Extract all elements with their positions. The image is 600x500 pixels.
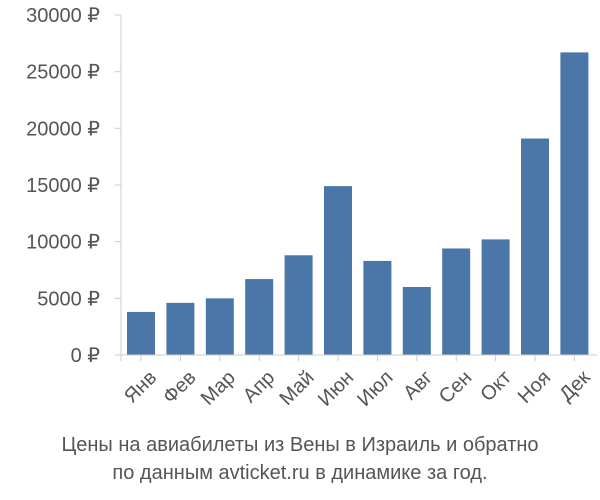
y-tick-label: 5000 ₽ [37, 288, 100, 310]
y-tick-label: 0 ₽ [71, 345, 101, 367]
y-tick-label: 30000 ₽ [26, 5, 100, 27]
y-tick-label: 10000 ₽ [26, 232, 100, 254]
y-tick-label: 20000 ₽ [26, 118, 100, 140]
x-tick-label: Окт [476, 367, 515, 406]
bar-Окт [481, 239, 510, 355]
y-tick-label: 15000 ₽ [26, 175, 100, 197]
x-tick-label: Июн [314, 367, 358, 411]
bar-Апр [245, 279, 274, 355]
bar-chart: 0 ₽ 5000 ₽ 10000 ₽ 15000 ₽ 20000 ₽ 25000 ₽ 300… [26, 5, 597, 411]
x-tick-label: Янв [120, 367, 161, 408]
bar-Сен [442, 248, 471, 355]
y-axis-ticks: 0 ₽ 5000 ₽ 10000 ₽ 15000 ₽ 20000 ₽ 25000 ₽ 300… [26, 5, 121, 367]
y-tick-label: 25000 ₽ [26, 62, 100, 84]
x-tick-label: Сен [435, 367, 476, 408]
bar-Дек [560, 52, 589, 356]
bar-Фев [166, 302, 195, 355]
x-tick-label: Июл [353, 367, 397, 411]
x-tick-label: Ноя [514, 367, 555, 408]
chart-caption-line-2: по данным avticket.ru в динамике за год. [112, 462, 488, 484]
bar-Ноя [521, 138, 549, 355]
x-tick-label: Мар [197, 367, 240, 410]
bar-Июн [324, 186, 352, 355]
x-tick-label: Фев [159, 367, 201, 409]
bars [127, 52, 589, 356]
x-tick-label: Апр [239, 367, 280, 408]
x-tick-label: Дек [555, 366, 594, 405]
bar-Авг [402, 287, 431, 355]
chart-caption-line-1: Цены на авиабилеты из Вены в Израиль и о… [61, 434, 539, 456]
bar-Июл [363, 260, 392, 355]
bar-Янв [127, 311, 155, 355]
bar-Мар [205, 298, 234, 355]
bar-Май [284, 255, 313, 355]
x-tick-label: Авг [399, 367, 437, 405]
x-tick-label: Май [275, 367, 318, 410]
